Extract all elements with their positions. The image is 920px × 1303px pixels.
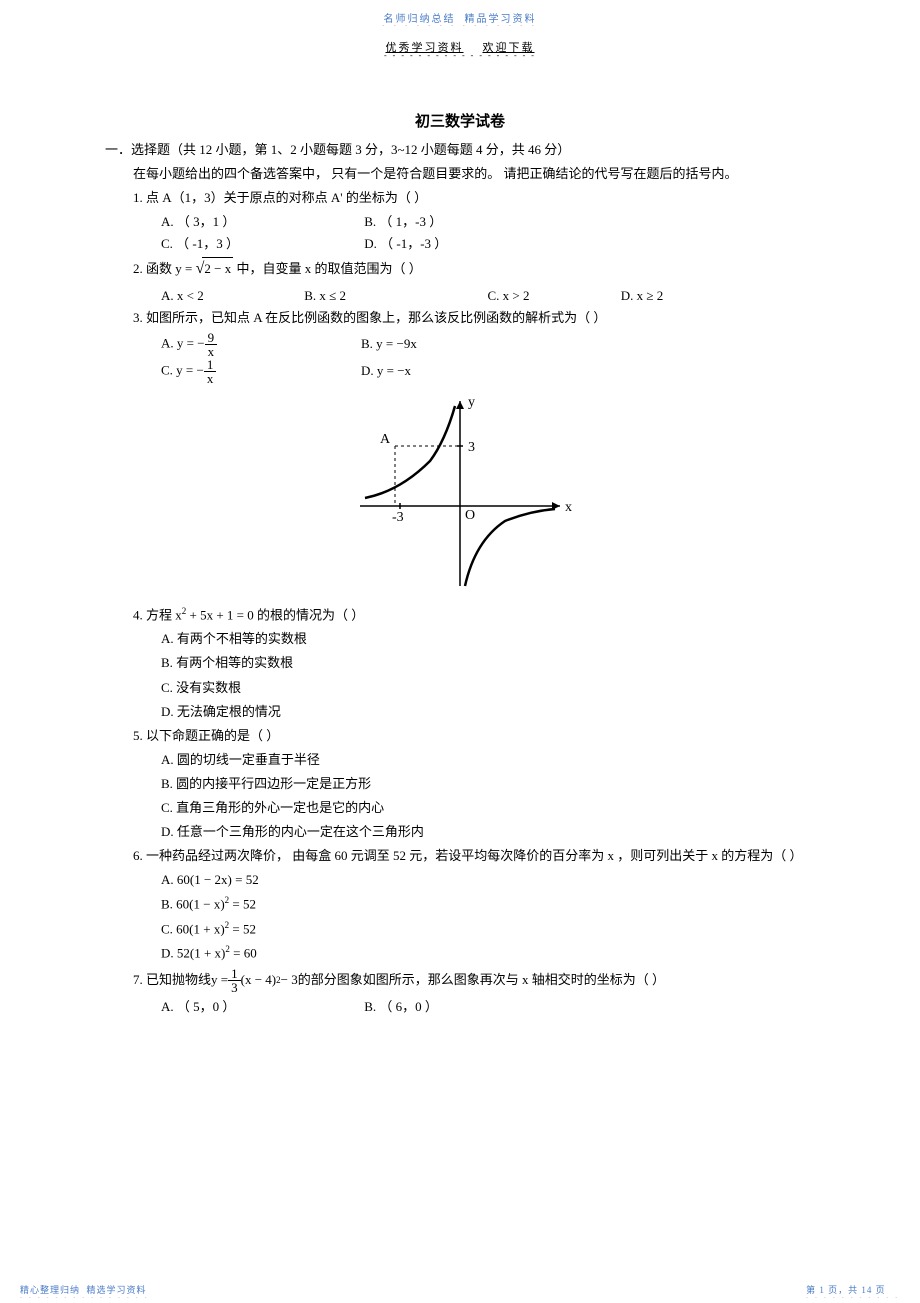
q7-opt-b: B. （ 6，0 ） xyxy=(364,996,438,1018)
q3-opt-a: A. y = −9x xyxy=(161,331,361,358)
header-dots-1: - - - - - - - - - - - - - - xyxy=(105,23,815,29)
section-heading: 一．选择题（共 12 小题，第 1、2 小题每题 3 分，3~12 小题每题 4… xyxy=(105,139,815,161)
q5-text: 5. 以下命题正确的是（ ） xyxy=(105,725,815,747)
header-dashes: - - - - - - - - - - - - - - - - - - xyxy=(105,51,815,60)
q1-opt-d: D. （ -1，-3 ） xyxy=(364,233,447,255)
q1-opt-a: A. （ 3，1 ） xyxy=(161,211,361,233)
page-title: 初三数学试卷 xyxy=(105,110,815,131)
section-instruction: 在每小题给出的四个备选答案中， 只有一个是符合题目要求的。 请把正确结论的代号写… xyxy=(105,163,815,185)
content-body: 一．选择题（共 12 小题，第 1、2 小题每题 3 分，3~12 小题每题 4… xyxy=(105,139,815,1018)
q6-opt-d: D. 52(1 + x)2 = 60 xyxy=(105,942,815,964)
q3-graph: A 3 -3 O x y xyxy=(105,391,815,598)
q1-opt-b: B. （ 1，-3 ） xyxy=(364,211,442,233)
q7-opt-a: A. （ 5，0 ） xyxy=(161,996,361,1018)
q1-opt-c: C. （ -1，3 ） xyxy=(161,233,361,255)
q2-opt-a: A. x < 2 xyxy=(161,285,301,307)
q3-opt-b: B. y = −9x xyxy=(361,333,417,355)
graph-x-label: x xyxy=(565,500,572,515)
graph-y-tick: 3 xyxy=(468,440,475,455)
q6-opt-b: B. 60(1 − x)2 = 52 xyxy=(105,893,815,915)
q7-text: 7. 已知抛物线 y = 13 (x − 4)2 − 3 的部分图象如图所示，那… xyxy=(105,967,815,994)
footer-left: 精心整理归纳 精选学习资料 - - - - - - - - - - - - - … xyxy=(20,1283,149,1301)
q2-opt-d: D. x ≥ 2 xyxy=(621,285,664,307)
q5-opt-b: B. 圆的内接平行四边形一定是正方形 xyxy=(105,773,815,795)
q5-opt-a: A. 圆的切线一定垂直于半径 xyxy=(105,749,815,771)
q6-opt-c: C. 60(1 + x)2 = 52 xyxy=(105,918,815,940)
q4-text: 4. 方程 x2 + 5x + 1 = 0 的根的情况为（ ） xyxy=(105,604,815,626)
q6-opt-a: A. 60(1 − 2x) = 52 xyxy=(105,869,815,891)
q4-opt-a: A. 有两个不相等的实数根 xyxy=(105,628,815,650)
q2-text: 2. 函数 y = √2 − x 中，自变量 x 的取值范围为（ ） xyxy=(105,255,815,282)
q5-opt-c: C. 直角三角形的外心一定也是它的内心 xyxy=(105,797,815,819)
footer-right: 第 1 页，共 14 页 - - - - - - - - - - - xyxy=(806,1283,900,1301)
graph-point-A-label: A xyxy=(380,432,391,447)
q4-opt-d: D. 无法确定根的情况 xyxy=(105,701,815,723)
graph-origin: O xyxy=(465,508,475,523)
q5-opt-d: D. 任意一个三角形的内心一定在这个三角形内 xyxy=(105,821,815,843)
q6-text: 6. 一种药品经过两次降价， 由每盒 60 元调至 52 元，若设平均每次降价的… xyxy=(105,845,815,867)
q3-text: 3. 如图所示，已知点 A 在反比例函数的图象上，那么该反比例函数的解析式为（ … xyxy=(105,307,815,329)
graph-y-label: y xyxy=(468,395,475,410)
graph-x-tick: -3 xyxy=(392,510,404,525)
header-line-1: 名师归纳总结 精品学习资料 xyxy=(105,0,815,25)
q2-opt-b: B. x ≤ 2 xyxy=(304,285,484,307)
q1-text: 1. 点 A（1，3）关于原点的对称点 A' 的坐标为（ ） xyxy=(105,187,815,209)
q3-opt-d: D. y = −x xyxy=(361,360,411,382)
q2-opt-c: C. x > 2 xyxy=(488,285,618,307)
q4-opt-b: B. 有两个相等的实数根 xyxy=(105,652,815,674)
q4-opt-c: C. 没有实数根 xyxy=(105,677,815,699)
q3-opt-c: C. y = −1x xyxy=(161,358,361,385)
